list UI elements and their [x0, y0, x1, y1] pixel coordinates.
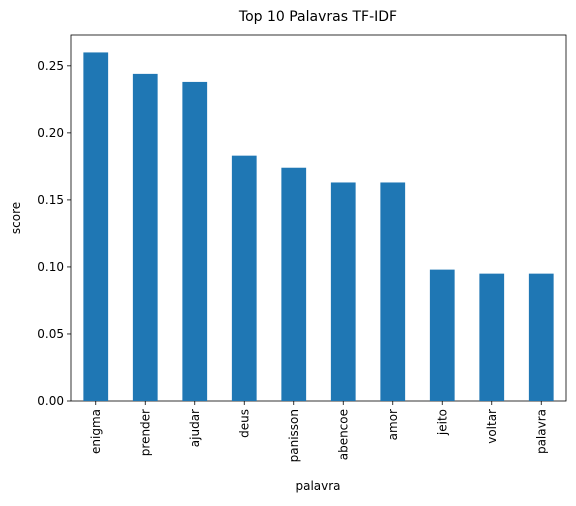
x-axis: enigma prender ajudar deus panisson abencoe am… — [89, 401, 548, 462]
x-tick-label: ajudar — [188, 409, 202, 447]
bar-panisson — [281, 167, 307, 401]
bars-layer — [83, 52, 554, 402]
bar-palavra — [528, 273, 554, 401]
bar-amor — [380, 182, 406, 401]
y-tick-label: 0.05 — [37, 327, 64, 341]
x-tick-label: abencoe — [336, 409, 350, 460]
x-tick-label: deus — [237, 409, 251, 438]
y-axis-label: score — [9, 202, 23, 234]
y-tick-label: 0.00 — [37, 394, 64, 408]
x-tick-label: prender — [138, 409, 152, 456]
y-tick-label: 0.25 — [37, 59, 64, 73]
x-tick-label: voltar — [485, 409, 499, 444]
x-tick-label: amor — [386, 409, 400, 440]
y-axis: 0.00 0.05 0.10 0.15 0.20 0.25 — [37, 59, 71, 408]
x-tick-label: palavra — [534, 409, 548, 454]
chart-title: Top 10 Palavras TF-IDF — [238, 9, 397, 25]
bar-enigma — [83, 52, 109, 402]
y-tick-label: 0.10 — [37, 260, 64, 274]
plot-frame — [70, 34, 567, 402]
bar-ajudar — [182, 81, 208, 402]
x-tick-label: panisson — [287, 409, 301, 462]
bar-deus — [231, 155, 257, 401]
x-axis-label: palavra — [295, 479, 340, 493]
x-tick-label: enigma — [89, 409, 103, 454]
bar-prender — [132, 73, 158, 401]
x-tick-label: jeito — [435, 409, 449, 436]
bar-abencoe — [330, 182, 356, 401]
y-tick-label: 0.20 — [37, 126, 64, 140]
y-tick-label: 0.15 — [37, 193, 64, 207]
bar-voltar — [479, 273, 505, 401]
bar-jeito — [429, 269, 455, 401]
